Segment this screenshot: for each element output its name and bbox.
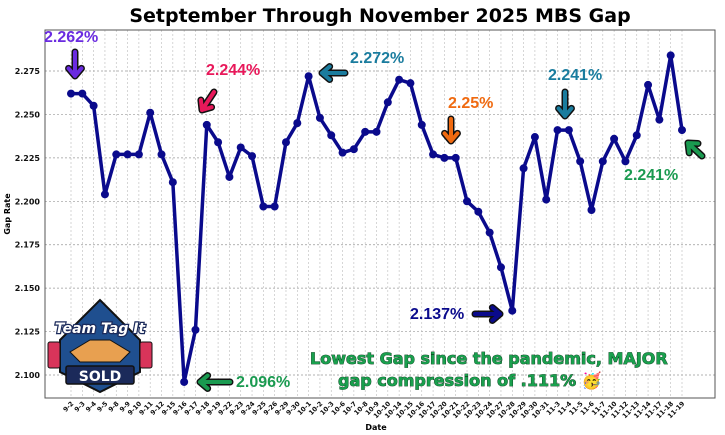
series-line	[67, 51, 686, 386]
y-tick-label: 2.225	[15, 154, 41, 163]
data-point	[157, 150, 166, 159]
data-point	[372, 127, 381, 136]
annotation-label: 2.241%	[548, 67, 602, 84]
data-point	[202, 120, 211, 129]
data-point	[315, 113, 324, 122]
data-point	[451, 153, 460, 162]
logo-text-top: Team Tag It	[55, 321, 147, 337]
data-point	[134, 150, 143, 159]
data-point	[463, 197, 472, 206]
data-point	[610, 134, 619, 143]
plot-frame	[44, 29, 716, 399]
arrow-icon	[686, 141, 704, 158]
data-point	[406, 79, 415, 88]
data-point	[474, 207, 483, 216]
data-point	[248, 152, 257, 161]
data-point	[89, 101, 98, 110]
data-point	[485, 228, 494, 237]
x-axis-label: Date	[365, 423, 387, 432]
data-point	[281, 138, 290, 147]
annotation-label: 2.25%	[448, 95, 493, 112]
arrow-icon	[473, 305, 502, 323]
data-point	[180, 377, 189, 386]
data-point	[270, 202, 279, 211]
data-point	[293, 119, 302, 128]
y-tick-label: 2.150	[15, 284, 41, 293]
data-point	[429, 150, 438, 159]
y-tick-label: 2.200	[15, 197, 41, 206]
data-point	[67, 89, 75, 98]
arrow-icon	[320, 64, 347, 82]
note-line-2: gap compression of .111% 🥳	[338, 371, 602, 390]
y-tick-label: 2.250	[15, 110, 41, 119]
arrow-icon	[198, 373, 232, 391]
chart-title: Setptember Through November 2025 MBS Gap	[129, 5, 630, 27]
y-tick-label: 2.175	[15, 241, 41, 250]
arrow-icon	[556, 90, 574, 118]
annotation-label: 2.262%	[44, 29, 98, 46]
data-point	[349, 145, 358, 154]
data-point	[678, 126, 686, 135]
data-point	[417, 120, 426, 129]
data-point	[530, 133, 539, 142]
annotation-label: 2.244%	[206, 62, 260, 79]
x-axis: 9-29-39-49-59-89-99-109-119-129-159-169-…	[61, 399, 686, 420]
logo-text-sold: SOLD	[79, 369, 122, 385]
data-point	[666, 51, 675, 60]
data-point	[395, 75, 404, 84]
data-point	[123, 150, 132, 159]
data-point	[440, 153, 449, 162]
note-line-1: Lowest Gap since the pandemic, MAJOR	[310, 349, 668, 368]
y-axis: 2.100 2.125 2.150 2.175 2.200 2.225 2.250 2.275	[15, 67, 41, 380]
arrow-icon	[198, 90, 216, 112]
data-point	[383, 98, 392, 107]
arrow-icon	[442, 117, 460, 143]
y-tick-label: 2.100	[15, 371, 41, 380]
annotation-label: 2.096%	[236, 374, 290, 391]
data-point	[78, 89, 87, 98]
data-point	[576, 157, 585, 166]
data-point	[191, 325, 200, 334]
data-point	[655, 115, 664, 124]
data-point	[304, 72, 313, 81]
data-point	[338, 148, 347, 157]
data-point	[587, 205, 596, 214]
data-point	[112, 150, 121, 159]
data-point	[100, 190, 109, 199]
data-point	[259, 202, 268, 211]
data-point	[214, 138, 223, 147]
data-point	[519, 164, 528, 173]
annotation-label: 2.241%	[624, 167, 678, 184]
y-axis-label: Gap Rate	[3, 193, 12, 235]
annotation-arrows	[65, 48, 706, 392]
data-point	[496, 263, 505, 272]
team-tag-it-logo: Team Tag It SOLD	[47, 298, 153, 394]
data-point	[508, 306, 517, 315]
data-point	[621, 157, 630, 166]
annotation-label: 2.272%	[350, 50, 404, 67]
data-point	[542, 195, 551, 204]
y-tick-label: 2.125	[15, 328, 41, 337]
data-point	[327, 131, 336, 140]
data-point	[564, 126, 573, 135]
data-point	[146, 108, 155, 117]
data-point	[632, 131, 641, 140]
data-point	[644, 80, 653, 89]
arrow-icon	[66, 50, 84, 78]
data-point	[361, 127, 370, 136]
data-point	[236, 143, 245, 152]
data-point	[598, 157, 607, 166]
data-point	[168, 178, 177, 187]
annotation-label: 2.137%	[410, 306, 464, 323]
data-point	[553, 126, 562, 135]
data-point	[225, 172, 234, 181]
y-tick-label: 2.275	[15, 67, 41, 76]
